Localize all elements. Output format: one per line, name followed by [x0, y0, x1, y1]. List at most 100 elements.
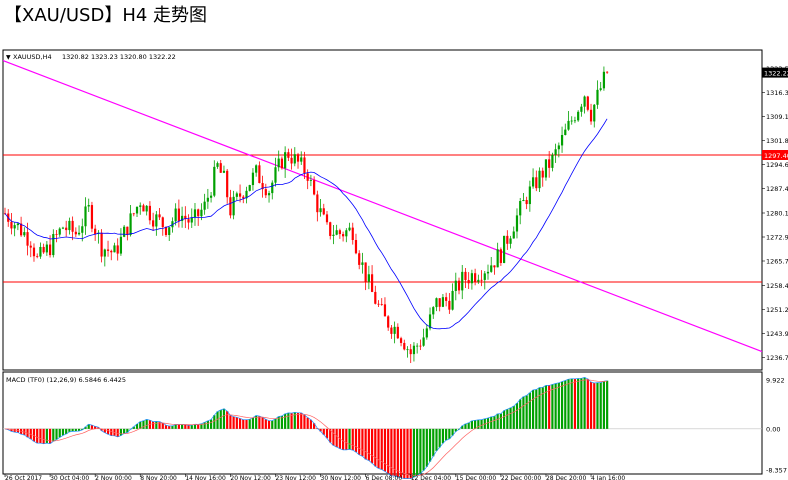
- candle[interactable]: [377, 300, 380, 308]
- candle[interactable]: [251, 168, 255, 191]
- candle[interactable]: [174, 203, 177, 226]
- candle[interactable]: [110, 249, 113, 261]
- candle[interactable]: [235, 191, 238, 201]
- candle[interactable]: [313, 176, 316, 196]
- candle[interactable]: [374, 285, 377, 305]
- candle[interactable]: [190, 208, 193, 228]
- candle[interactable]: [422, 328, 425, 347]
- candle[interactable]: [354, 233, 358, 255]
- candle[interactable]: [348, 222, 351, 232]
- candle[interactable]: [606, 71, 609, 74]
- candle[interactable]: [461, 264, 464, 300]
- candle[interactable]: [335, 224, 338, 236]
- candle[interactable]: [177, 199, 180, 228]
- candle[interactable]: [554, 143, 557, 163]
- candle[interactable]: [10, 212, 13, 235]
- candle[interactable]: [370, 265, 374, 293]
- price-panel[interactable]: [2, 49, 763, 371]
- candle[interactable]: [55, 229, 58, 243]
- candle[interactable]: [119, 228, 123, 256]
- candle[interactable]: [586, 95, 589, 112]
- candle[interactable]: [551, 152, 554, 172]
- candle[interactable]: [123, 225, 126, 238]
- candle[interactable]: [271, 180, 274, 200]
- candle[interactable]: [435, 297, 438, 312]
- candle[interactable]: [390, 325, 393, 339]
- candle[interactable]: [267, 190, 271, 203]
- candle[interactable]: [226, 168, 229, 204]
- candle[interactable]: [203, 193, 206, 215]
- candle[interactable]: [39, 242, 42, 259]
- candle[interactable]: [81, 218, 84, 242]
- candle[interactable]: [364, 262, 367, 291]
- candle[interactable]: [248, 184, 251, 192]
- candle[interactable]: [209, 191, 213, 203]
- candle[interactable]: [148, 201, 151, 225]
- candle[interactable]: [474, 268, 477, 286]
- candle[interactable]: [280, 156, 284, 170]
- candle[interactable]: [432, 306, 435, 319]
- candle[interactable]: [535, 170, 538, 192]
- candle[interactable]: [287, 148, 290, 162]
- trendline[interactable]: [2, 60, 763, 353]
- candle[interactable]: [583, 95, 586, 114]
- candle[interactable]: [548, 151, 551, 178]
- candle[interactable]: [65, 220, 68, 237]
- candle[interactable]: [512, 226, 515, 239]
- candle[interactable]: [13, 222, 16, 237]
- candle[interactable]: [557, 142, 560, 158]
- candle[interactable]: [416, 343, 419, 354]
- candle[interactable]: [438, 298, 441, 312]
- candle[interactable]: [71, 216, 74, 241]
- candle[interactable]: [187, 214, 190, 230]
- candle[interactable]: [409, 344, 412, 364]
- candle[interactable]: [515, 208, 519, 239]
- candle[interactable]: [16, 222, 19, 231]
- candle[interactable]: [232, 190, 235, 220]
- candle[interactable]: [32, 243, 36, 262]
- candle[interactable]: [293, 147, 296, 167]
- candle[interactable]: [358, 250, 361, 270]
- candle[interactable]: [528, 180, 531, 212]
- candle[interactable]: [480, 270, 483, 287]
- candle[interactable]: [332, 224, 335, 245]
- candle[interactable]: [300, 151, 303, 165]
- candle[interactable]: [100, 229, 103, 263]
- candle[interactable]: [325, 210, 329, 225]
- candle[interactable]: [90, 201, 94, 233]
- candle[interactable]: [193, 203, 197, 226]
- candle[interactable]: [470, 269, 473, 290]
- candle[interactable]: [602, 66, 606, 91]
- candle[interactable]: [403, 339, 406, 351]
- candle[interactable]: [441, 293, 445, 308]
- candle[interactable]: [560, 126, 564, 153]
- candle[interactable]: [412, 342, 416, 362]
- candle[interactable]: [145, 204, 148, 216]
- candle[interactable]: [261, 175, 264, 198]
- candle[interactable]: [213, 160, 216, 198]
- candle[interactable]: [486, 264, 490, 280]
- candle[interactable]: [580, 103, 583, 117]
- candle[interactable]: [477, 274, 480, 284]
- candle[interactable]: [570, 116, 573, 125]
- candle[interactable]: [77, 225, 81, 236]
- candle[interactable]: [142, 203, 145, 212]
- candle[interactable]: [87, 198, 90, 213]
- candle[interactable]: [52, 229, 55, 258]
- candle[interactable]: [274, 157, 277, 187]
- candle[interactable]: [445, 292, 448, 307]
- candle[interactable]: [541, 167, 544, 187]
- candle[interactable]: [74, 227, 77, 237]
- candle[interactable]: [538, 167, 541, 193]
- candle[interactable]: [506, 230, 509, 250]
- candle[interactable]: [457, 277, 461, 295]
- candle[interactable]: [216, 161, 219, 169]
- candle[interactable]: [467, 272, 470, 289]
- candle[interactable]: [29, 241, 32, 258]
- candle[interactable]: [573, 116, 577, 124]
- candle[interactable]: [393, 321, 396, 344]
- candle[interactable]: [596, 80, 599, 109]
- candle[interactable]: [493, 265, 496, 275]
- candle[interactable]: [577, 110, 580, 122]
- candle[interactable]: [342, 231, 345, 242]
